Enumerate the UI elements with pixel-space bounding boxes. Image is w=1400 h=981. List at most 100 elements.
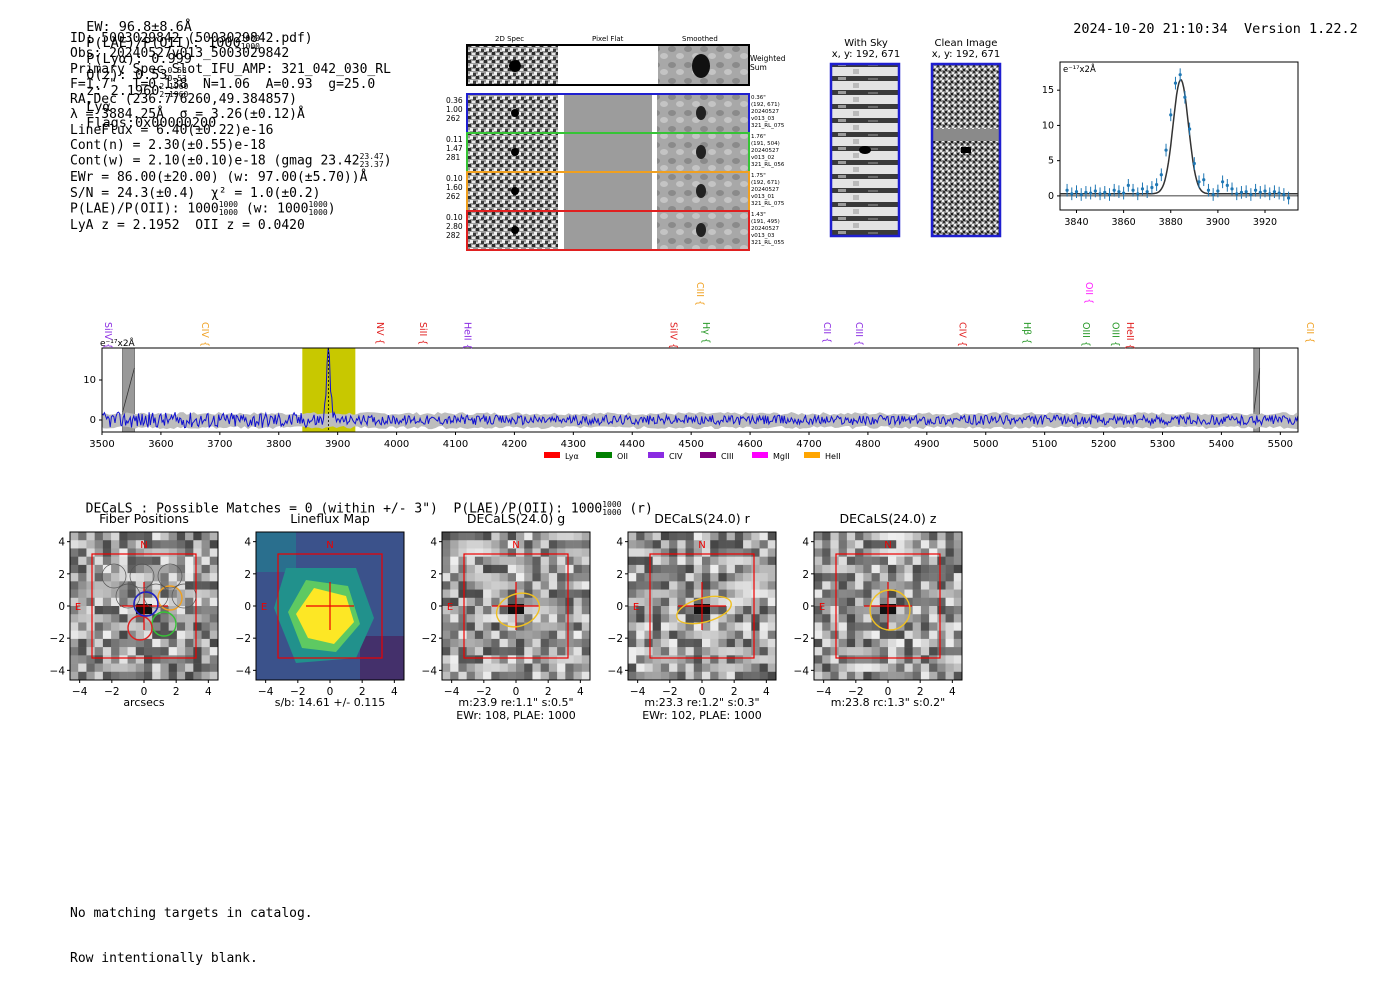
image-pixel bbox=[660, 638, 670, 648]
image-pixel bbox=[160, 622, 169, 631]
image-pixel bbox=[102, 540, 112, 549]
image-pixel bbox=[168, 622, 178, 631]
fit-data-point bbox=[1107, 192, 1112, 197]
image-pixel bbox=[912, 597, 922, 607]
image-pixel bbox=[896, 548, 905, 557]
image-pixel bbox=[718, 532, 727, 541]
image-pixel bbox=[450, 655, 459, 664]
image-pixel bbox=[937, 606, 946, 615]
image-pixel bbox=[945, 589, 955, 599]
spectrum-axes-frame bbox=[101, 347, 1299, 433]
image-pixel bbox=[458, 556, 467, 566]
image-pixel bbox=[726, 548, 736, 557]
image-pixel bbox=[119, 573, 128, 582]
image-pixel bbox=[888, 532, 897, 541]
image-pixel bbox=[201, 663, 211, 673]
image-pixel bbox=[751, 556, 760, 566]
image-pixel bbox=[838, 638, 848, 648]
image-pixel bbox=[78, 589, 87, 599]
image-pixel bbox=[152, 556, 161, 566]
decals-panel-caption: arcsecs bbox=[60, 696, 228, 709]
image-pixel bbox=[573, 564, 583, 574]
clean-image-band bbox=[933, 129, 999, 141]
image-pixel bbox=[201, 532, 211, 541]
cutout-row-meta: 1.76" bbox=[751, 134, 766, 140]
image-pixel bbox=[458, 540, 467, 549]
image-pixel bbox=[846, 663, 856, 673]
image-pixel bbox=[912, 622, 922, 631]
image-pixel bbox=[176, 532, 186, 541]
image-pixel bbox=[814, 622, 823, 631]
image-pixel bbox=[185, 564, 194, 574]
image-pixel bbox=[838, 655, 848, 664]
image-pixel bbox=[896, 647, 905, 656]
image-pixel bbox=[896, 655, 905, 664]
image-pixel bbox=[581, 564, 591, 574]
plae2-end: ) bbox=[327, 201, 336, 217]
image-pixel bbox=[94, 589, 104, 599]
image-pixel bbox=[838, 532, 848, 541]
image-pixel bbox=[458, 638, 467, 648]
panel-ytick-label: 2 bbox=[58, 569, 65, 581]
image-pixel bbox=[474, 671, 484, 681]
image-pixel bbox=[193, 581, 202, 590]
image-pixel bbox=[888, 622, 897, 631]
image-pixel bbox=[466, 614, 476, 623]
fiber-circle-other bbox=[129, 563, 155, 589]
image-pixel bbox=[685, 622, 695, 631]
image-pixel bbox=[871, 671, 881, 681]
image-pixel bbox=[185, 614, 194, 623]
image-pixel bbox=[209, 630, 219, 640]
image-pixel bbox=[193, 638, 202, 648]
image-pixel bbox=[718, 573, 727, 582]
image-pixel bbox=[209, 573, 219, 582]
aperture-box bbox=[835, 553, 941, 659]
image-pixel bbox=[920, 556, 930, 566]
caption-line: m:23.3 re:1.2" s:0.3" bbox=[644, 696, 760, 709]
spectrum-xtick-label: 4300 bbox=[561, 439, 586, 450]
image-pixel bbox=[953, 573, 963, 582]
image-pixel bbox=[474, 573, 484, 582]
image-pixel bbox=[693, 564, 703, 574]
legend-swatch bbox=[596, 452, 612, 458]
image-pixel bbox=[743, 622, 752, 631]
image-pixel bbox=[628, 614, 637, 623]
image-pixel bbox=[458, 597, 467, 607]
image-pixel bbox=[458, 655, 467, 664]
image-pixel bbox=[685, 671, 695, 681]
caption-line: arcsecs bbox=[123, 696, 165, 709]
cutout-smoothed-source bbox=[696, 145, 706, 159]
panel-ytick-label: 2 bbox=[616, 569, 623, 581]
image-pixel bbox=[846, 556, 856, 566]
image-pixel bbox=[532, 655, 541, 664]
image-pixel bbox=[201, 564, 211, 574]
image-pixel bbox=[937, 548, 946, 557]
image-pixel bbox=[912, 630, 922, 640]
image-pixel bbox=[710, 622, 719, 631]
image-pixel bbox=[669, 614, 678, 623]
image-pixel bbox=[111, 589, 120, 599]
image-pixel bbox=[937, 663, 946, 673]
image-pixel bbox=[693, 540, 703, 549]
image-pixel bbox=[929, 671, 938, 681]
fit-data-point bbox=[1235, 192, 1239, 196]
spectrum-xtick-label: 5200 bbox=[1091, 439, 1116, 450]
image-pixel bbox=[573, 614, 583, 623]
image-pixel bbox=[565, 606, 574, 615]
image-pixel bbox=[573, 548, 583, 557]
image-pixel bbox=[822, 606, 831, 615]
panel-ytick-label: 4 bbox=[58, 537, 65, 549]
decals-panel-caption: m:23.9 re:1.1" s:0.5" EWr: 108, PLAE: 100… bbox=[432, 696, 600, 722]
image-pixel bbox=[929, 564, 938, 574]
image-pixel bbox=[920, 606, 930, 615]
image-pixel bbox=[524, 655, 533, 664]
image-pixel bbox=[636, 614, 645, 623]
cutout-pixelflat bbox=[564, 212, 652, 249]
image-pixel bbox=[152, 581, 161, 590]
image-pixel bbox=[491, 663, 500, 673]
image-pixel bbox=[814, 663, 823, 673]
spectrum-mask-hatch bbox=[1253, 367, 1261, 413]
image-pixel bbox=[702, 548, 711, 557]
image-pixel bbox=[548, 548, 558, 557]
image-pixel bbox=[896, 671, 905, 681]
